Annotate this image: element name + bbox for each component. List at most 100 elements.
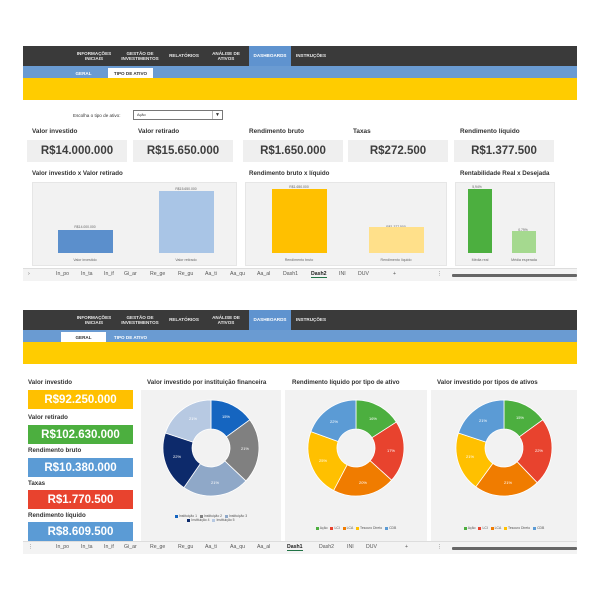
bar-category-label: Valor investido [73, 258, 97, 262]
subtab-tipo-ativo[interactable]: TIPO DE ATIVO [113, 334, 148, 340]
tab-scroll-left-icon[interactable]: › [28, 271, 30, 277]
sheet-tab[interactable]: In_if [104, 271, 114, 277]
kpi-label-valor-investido: Valor investido [32, 128, 78, 135]
bar-rendimento-liquido [369, 227, 424, 253]
sheet-tabs-bar: ⋮ In_po In_ta In_if Gi_ar Re_ge Re_gu Aa… [23, 541, 577, 554]
nav-gestao-investimentos[interactable]: GESTÃO DE INVESTIMENTOS [121, 314, 159, 326]
dropdown-caret-icon[interactable]: ▼ [212, 111, 222, 119]
nav-gestao-investimentos[interactable]: GESTÃO DE INVESTIMENTOS [121, 50, 159, 62]
sheet-tab[interactable]: DUV [366, 544, 377, 550]
legend-item: CDB [537, 526, 545, 530]
legend-item: Instituição 1 [178, 514, 197, 518]
kpi-value-valor-investido: R$92.250.000 [28, 390, 133, 409]
nav-informacoes-iniciais[interactable]: INFORMAÇÕES INICIAIS [76, 50, 112, 62]
asset-type-dropdown[interactable]: Ação ▼ [133, 110, 223, 120]
legend-item: LCI [334, 526, 340, 530]
nav-instrucoes[interactable]: INSTRUÇÕES [295, 53, 327, 59]
sheet-tab[interactable]: Gi_ar [124, 544, 137, 550]
nav-dashboards[interactable]: DASHBOARDS [249, 46, 291, 66]
sheet-tab[interactable]: Gi_ar [124, 271, 137, 277]
add-sheet-icon[interactable]: + [405, 544, 409, 550]
sheet-tab[interactable]: Re_ge [150, 544, 166, 550]
sheet-tab[interactable]: Re_gu [178, 271, 194, 277]
sheet-tab[interactable]: Dash1 [283, 271, 298, 277]
sheet-tab[interactable]: Aa_al [257, 544, 271, 550]
legend-dot-icon [342, 526, 346, 530]
sheet-tab[interactable]: In_ta [81, 544, 93, 550]
bar-value-label: R$15.650.000 [175, 187, 197, 191]
chart-legend: Ação LCI LCA Tesouro Direto CDB [431, 526, 577, 530]
top-navigation: INFORMAÇÕES INICIAIS GESTÃO DE INVESTIME… [23, 46, 577, 66]
dashboard-geral: INFORMAÇÕES INICIAIS GESTÃO DE INVESTIME… [23, 310, 577, 554]
donut-svg: 15% 21% 21% 22% 21% [162, 399, 260, 497]
asset-type-label: Escolha o tipo de ativo: [73, 113, 121, 118]
donut-svg: 15% 22% 21% 21% 21% [455, 399, 553, 497]
bar-chart-investido-retirado: R$14.000.000 Valor investido R$15.650.00… [32, 182, 237, 266]
chart-title-instituicao: Valor investido por instituição financei… [147, 379, 267, 386]
chart-title-investido-tipo: Valor investido por tipos de ativos [437, 379, 538, 386]
kpi-value-valor-retirado: R$15.650.000 [133, 140, 233, 162]
donut-svg: 16% 17% 20% 25% 22% [307, 399, 405, 497]
asset-type-value: Ação [137, 113, 146, 117]
kpi-value-valor-investido: R$14.000.000 [27, 140, 127, 162]
legend-dot-icon [533, 526, 537, 530]
kpi-label-taxas: Taxas [353, 128, 371, 135]
sheet-tab[interactable]: INI [339, 271, 346, 277]
sub-navigation: GERAL TIPO DE ATIVO [23, 330, 577, 342]
sheet-tab[interactable]: In_if [104, 544, 114, 550]
sheet-tab[interactable]: Re_gu [178, 544, 194, 550]
subtab-geral[interactable]: GERAL [61, 332, 106, 342]
bar-value-label: 0,79% [518, 228, 528, 232]
bar-value-label: 5,94% [472, 185, 482, 189]
nav-relatorios[interactable]: RELATÓRIOS [169, 53, 199, 59]
add-sheet-icon[interactable]: + [393, 271, 397, 277]
tab-scroll-left-icon[interactable]: ⋮ [28, 544, 34, 550]
subtab-tipo-ativo[interactable]: TIPO DE ATIVO [108, 68, 153, 78]
more-options-icon[interactable]: ⋮ [437, 271, 443, 277]
sheet-tab[interactable]: Aa_al [257, 271, 271, 277]
legend-dot-icon [504, 526, 508, 530]
horizontal-scrollbar[interactable] [452, 547, 577, 550]
sheet-tab[interactable]: DUV [358, 271, 369, 277]
nav-informacoes-iniciais[interactable]: INFORMAÇÕES INICIAIS [76, 314, 112, 326]
subtab-geral[interactable]: GERAL [75, 70, 92, 76]
chart-title-rentabilidade: Rentabilidade Real x Desejada [460, 170, 550, 177]
svg-text:21%: 21% [479, 418, 487, 423]
sheet-tab[interactable]: Aa_qu [230, 271, 246, 277]
legend-dot-icon [187, 518, 191, 522]
nav-dashboards[interactable]: DASHBOARDS [249, 310, 291, 330]
svg-text:21%: 21% [241, 446, 249, 451]
more-options-icon[interactable]: ⋮ [437, 544, 443, 550]
legend-item: Ação [319, 526, 328, 530]
sheet-tab[interactable]: Re_ge [150, 271, 166, 277]
chart-legend: Instituição 1 Instituição 2 Instituição … [141, 514, 281, 522]
nav-analise-ativos[interactable]: ANÁLISE DE ATIVOS [212, 50, 240, 62]
legend-item: LCA [346, 526, 354, 530]
bar-valor-investido [58, 230, 113, 253]
svg-text:22%: 22% [535, 448, 543, 453]
horizontal-scrollbar[interactable] [452, 274, 577, 277]
sheet-tab[interactable]: Aa_qu [230, 544, 246, 550]
sheet-tab-active[interactable]: Dash1 [287, 544, 303, 551]
sheet-tab[interactable]: INI [347, 544, 354, 550]
legend-dot-icon [356, 526, 360, 530]
sheet-tab[interactable]: Aa_ti [205, 271, 217, 277]
svg-text:21%: 21% [189, 416, 197, 421]
sheet-tab[interactable]: Dash2 [319, 544, 334, 550]
nav-instrucoes[interactable]: INSTRUÇÕES [295, 317, 327, 323]
sheet-tab-active[interactable]: Dash2 [311, 271, 327, 278]
sheet-tab[interactable]: In_po [56, 544, 69, 550]
legend-item: Tesouro Direto [508, 526, 531, 530]
svg-text:21%: 21% [466, 454, 474, 459]
svg-text:15%: 15% [222, 414, 230, 419]
kpi-label-rendimento-liquido: Rendimento líquido [28, 512, 86, 519]
sheet-tab[interactable]: Aa_ti [205, 544, 217, 550]
nav-analise-ativos[interactable]: ANÁLISE DE ATIVOS [212, 314, 240, 326]
sheet-tab[interactable]: In_po [56, 271, 69, 277]
sheet-tab[interactable]: In_ta [81, 271, 93, 277]
kpi-value-taxas: R$1.770.500 [28, 490, 133, 509]
svg-text:22%: 22% [330, 419, 338, 424]
svg-text:21%: 21% [211, 480, 219, 485]
bar-category-label: Rendimento líquido [380, 258, 412, 262]
nav-relatorios[interactable]: RELATÓRIOS [169, 317, 199, 323]
